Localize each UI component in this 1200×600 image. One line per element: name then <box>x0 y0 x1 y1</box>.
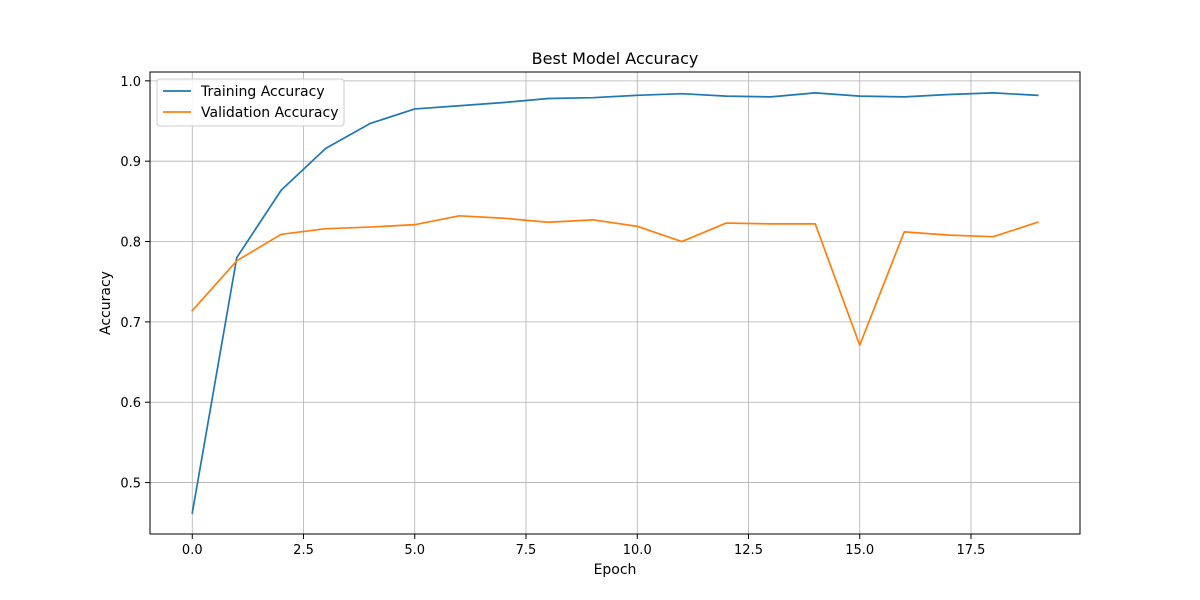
legend-label: Training Accuracy <box>200 84 325 100</box>
tick-layer: 0.0 2.5 5.0 7.5 10.0 12.5 15.0 17.5 0.5 0.6 0.7 0.8… <box>120 75 985 558</box>
y-tick-label: 0.6 <box>120 396 141 411</box>
y-tick-label: 0.7 <box>120 316 141 331</box>
x-tick-label: 7.5 <box>516 543 537 558</box>
x-tick-label: 15.0 <box>845 543 874 558</box>
x-tick-label: 0.0 <box>182 543 203 558</box>
legend: Training Accuracy Validation Accuracy <box>156 78 345 127</box>
x-tick-label: 5.0 <box>404 543 425 558</box>
series-line-validation-accuracy <box>191 214 1039 347</box>
y-tick-label: 0.8 <box>120 236 141 251</box>
y-axis-label: Accuracy <box>98 271 114 335</box>
chart-title: Best Model Accuracy <box>532 49 699 68</box>
series-layer <box>191 92 1039 515</box>
y-tick-label: 0.5 <box>120 477 141 492</box>
plot-frame <box>149 71 1081 535</box>
series-line-training-accuracy <box>191 92 1039 515</box>
x-axis-label: Epoch <box>594 562 637 578</box>
x-tick-label: 12.5 <box>734 543 763 558</box>
x-tick-label: 17.5 <box>957 543 986 558</box>
legend-label: Validation Accuracy <box>201 105 339 121</box>
grid-layer <box>150 72 1080 534</box>
legend-box <box>156 78 345 127</box>
y-tick-label: 1.0 <box>120 75 141 90</box>
x-tick-label: 2.5 <box>293 543 314 558</box>
x-tick-label: 10.0 <box>623 543 652 558</box>
y-tick-label: 0.9 <box>120 155 141 170</box>
